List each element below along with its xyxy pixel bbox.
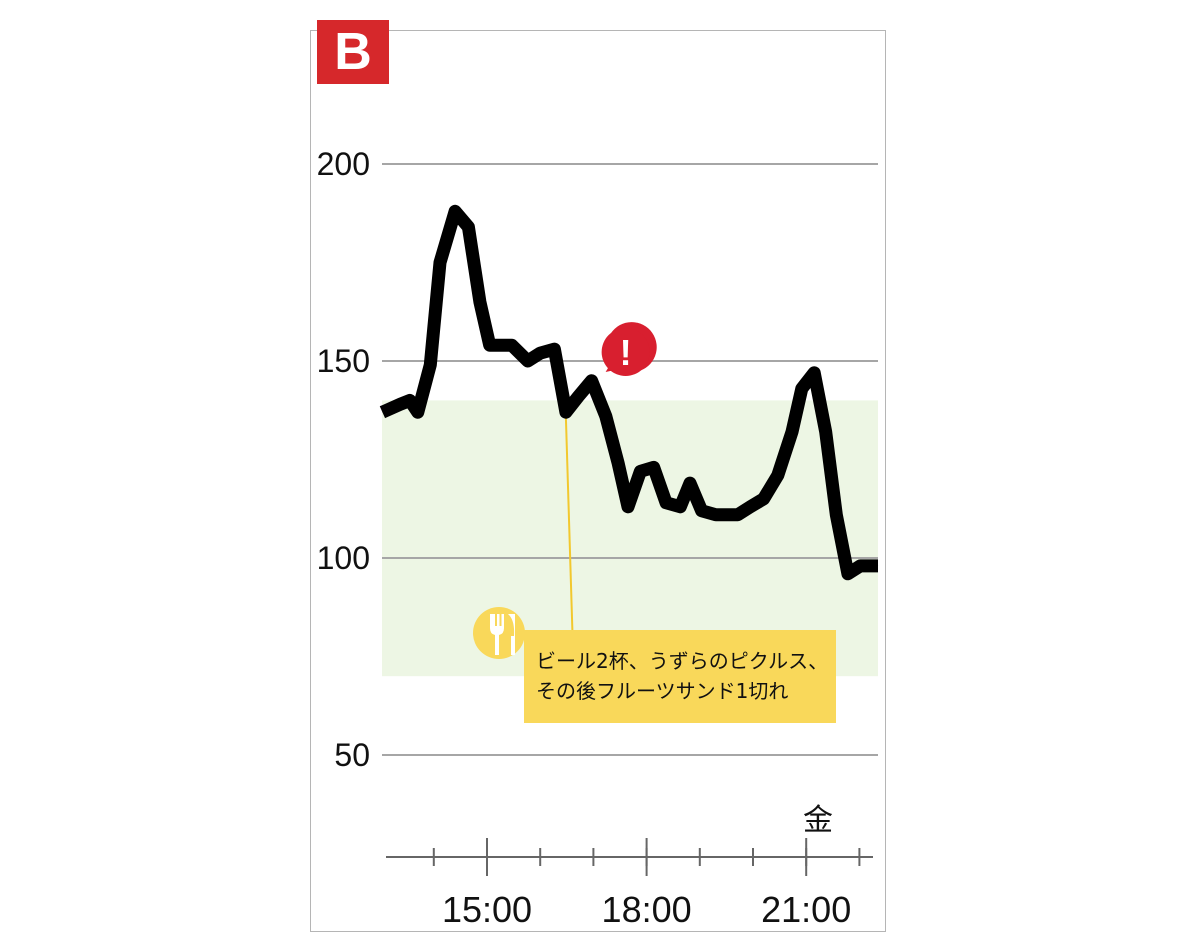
fork-knife-icon — [490, 614, 515, 655]
exclamation-icon: ! — [620, 332, 632, 373]
y-tick-label: 150 — [317, 343, 370, 379]
day-label: 金 — [803, 803, 833, 838]
y-tick-label: 100 — [317, 540, 370, 576]
meal-annotation-label: ビール2杯、うずらのピクルス、 その後フルーツサンド1切れ — [524, 630, 836, 723]
y-tick-label: 50 — [334, 737, 370, 773]
panel-label-badge: B — [317, 20, 389, 84]
x-tick-label: 21:00 — [761, 889, 851, 930]
meal-note-line-2: その後フルーツサンド1切れ — [536, 679, 789, 703]
x-tick-label: 15:00 — [442, 889, 532, 930]
meal-connector-line — [564, 418, 574, 649]
alert-icon-circle — [601, 328, 650, 376]
meal-note-line-1: ビール2杯、うずらのピクルス、 — [536, 649, 829, 673]
chart-frame — [310, 30, 886, 932]
y-tick-label: 200 — [317, 146, 370, 182]
x-tick-label: 18:00 — [602, 889, 692, 930]
